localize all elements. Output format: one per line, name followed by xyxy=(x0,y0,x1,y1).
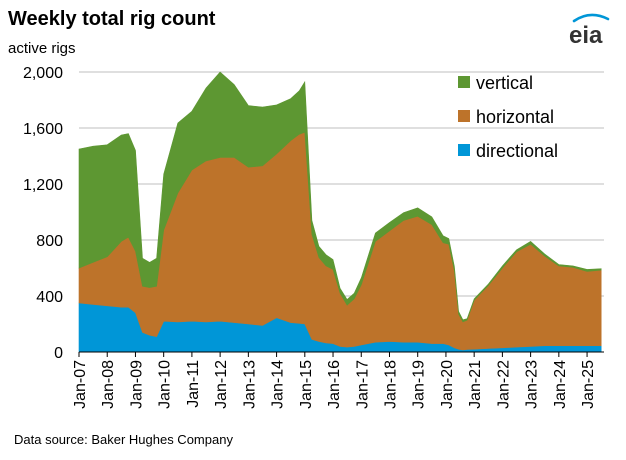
x-tick-label: Jan-21 xyxy=(467,360,484,409)
eia-logo-icon: eia xyxy=(569,13,610,49)
x-tick-label: Jan-08 xyxy=(100,360,117,409)
x-tick-label: Jan-18 xyxy=(382,360,399,409)
eia-logo: eia xyxy=(564,12,616,49)
y-tick-label: 400 xyxy=(36,289,63,306)
x-tick-label: Jan-19 xyxy=(411,360,428,409)
legend-swatch-vertical xyxy=(458,76,470,88)
legend-label-directional: directional xyxy=(476,141,558,161)
y-tick-label: 1,200 xyxy=(23,177,63,194)
x-tick-label: Jan-25 xyxy=(580,360,597,409)
x-tick-label: Jan-14 xyxy=(270,360,287,409)
y-tick-label: 800 xyxy=(36,233,63,250)
chart-title: Weekly total rig count xyxy=(8,8,216,30)
eia-logo-text: eia xyxy=(569,22,603,46)
area-horizontal xyxy=(78,131,602,351)
y-tick-label: 1,600 xyxy=(23,121,63,138)
x-tick-label: Jan-22 xyxy=(495,360,512,409)
x-tick-label: Jan-12 xyxy=(213,360,230,409)
legend-label-vertical: vertical xyxy=(476,73,533,93)
x-tick-label: Jan-15 xyxy=(298,360,315,409)
y-tick-label: 0 xyxy=(54,345,63,362)
y-tick-labels: 0 400 800 1,200 1,600 2,000 xyxy=(23,65,63,362)
legend-swatch-directional xyxy=(458,144,470,156)
data-source-note: Data source: Baker Hughes Company xyxy=(14,432,233,447)
x-tick-label: Jan-17 xyxy=(354,360,371,409)
x-tick-label: Jan-23 xyxy=(524,360,541,409)
y-tick-label: 2,000 xyxy=(23,65,63,82)
x-tick-label: Jan-10 xyxy=(157,360,174,409)
x-tick-label: Jan-13 xyxy=(241,360,258,409)
area-vertical xyxy=(78,71,602,323)
x-tick-label: Jan-20 xyxy=(439,360,456,409)
legend-swatch-horizontal xyxy=(458,110,470,122)
x-tick-labels: Jan-07 Jan-08 Jan-09 Jan-10 Jan-11 Jan-12 Jan-… xyxy=(72,352,597,409)
y-axis-label: active rigs xyxy=(8,40,76,57)
x-tick-label: Jan-24 xyxy=(552,360,569,409)
x-tick-label: Jan-11 xyxy=(185,360,202,408)
x-tick-label: Jan-16 xyxy=(326,360,343,409)
legend: vertical horizontal directional xyxy=(458,73,558,161)
x-tick-label: Jan-09 xyxy=(128,360,145,409)
x-tick-label: Jan-07 xyxy=(72,360,89,409)
legend-label-horizontal: horizontal xyxy=(476,107,554,127)
